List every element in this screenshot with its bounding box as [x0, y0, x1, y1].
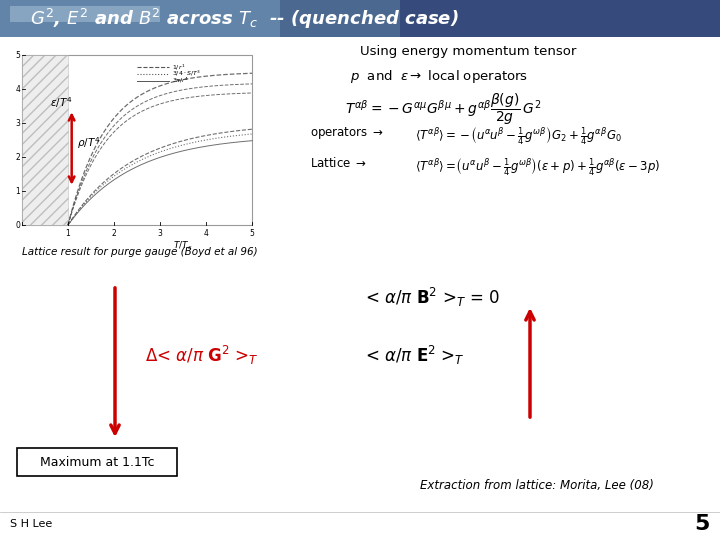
Text: < $\alpha/\pi$ $\mathbf{E}^2$ >$_T$: < $\alpha/\pi$ $\mathbf{E}^2$ >$_T$	[365, 343, 464, 367]
Text: $T^{\alpha\beta} = -G^{\alpha\mu}G^{\beta\mu} + g^{\alpha\beta}\dfrac{\beta(g)}{: $T^{\alpha\beta} = -G^{\alpha\mu}G^{\bet…	[345, 92, 541, 127]
Text: 3: 3	[158, 229, 163, 238]
Text: 5: 5	[15, 51, 20, 59]
Text: $\langle T^{\alpha\beta}\rangle = \!\left(u^\alpha u^\beta - \frac{1}{4}g^{\omeg: $\langle T^{\alpha\beta}\rangle = \!\lef…	[415, 156, 660, 177]
Text: 3: 3	[15, 118, 20, 127]
Text: $T/T_c$: $T/T_c$	[174, 239, 193, 252]
Text: 2: 2	[15, 152, 20, 161]
Text: Extraction from lattice: Morita, Lee (08): Extraction from lattice: Morita, Lee (08…	[420, 478, 654, 491]
Text: operators $\rightarrow$: operators $\rightarrow$	[310, 125, 384, 141]
Text: 4: 4	[15, 84, 20, 93]
Text: 1: 1	[66, 229, 71, 238]
Text: $p$  and  $\varepsilon \rightarrow$ local operators: $p$ and $\varepsilon \rightarrow$ local …	[350, 68, 528, 85]
Text: $3\pi/r^4$: $3\pi/r^4$	[172, 76, 189, 85]
Text: $\rho/T^4$: $\rho/T^4$	[77, 136, 100, 151]
Text: $G^2$, $E^2$ and $B^2$ across $T_c$  -- (quenched case): $G^2$, $E^2$ and $B^2$ across $T_c$ -- (…	[30, 7, 459, 31]
Text: $1/r^1$: $1/r^1$	[172, 62, 186, 71]
Text: 4: 4	[204, 229, 208, 238]
Text: $3/4\cdot S/T^3$: $3/4\cdot S/T^3$	[172, 69, 202, 78]
Bar	[0, 0, 280, 37]
Text: Lattice result for purge gauge (Boyd et al 96): Lattice result for purge gauge (Boyd et …	[22, 247, 258, 257]
Text: 5: 5	[250, 229, 254, 238]
Text: $\langle T^{\alpha\beta}\rangle = -\!\left(u^\alpha u^\beta - \frac{1}{4}g^{\ome: $\langle T^{\alpha\beta}\rangle = -\!\le…	[415, 125, 622, 146]
Bar	[0, 0, 720, 37]
Text: Maximum at 1.1Tc: Maximum at 1.1Tc	[40, 456, 154, 469]
Text: $\varepsilon/T^4$: $\varepsilon/T^4$	[50, 95, 73, 110]
Bar	[400, 0, 720, 37]
Bar	[22, 55, 68, 225]
Text: 5: 5	[695, 514, 710, 534]
Bar	[10, 6, 160, 22]
Text: 2: 2	[112, 229, 117, 238]
Text: Lattice $\rightarrow$: Lattice $\rightarrow$	[310, 156, 367, 170]
Text: 0: 0	[15, 220, 20, 230]
Bar	[22, 55, 252, 225]
Text: S H Lee: S H Lee	[10, 519, 53, 529]
FancyBboxPatch shape	[17, 448, 177, 476]
Text: < $\alpha/\pi$ $\mathbf{B}^2$ >$_T$ = 0: < $\alpha/\pi$ $\mathbf{B}^2$ >$_T$ = 0	[365, 286, 500, 308]
Text: $\Delta$< $\alpha/\pi$ $\mathbf{G}^2$ >$_T$: $\Delta$< $\alpha/\pi$ $\mathbf{G}^2$ >$…	[145, 343, 258, 367]
Text: Using energy momentum tensor: Using energy momentum tensor	[360, 45, 577, 58]
Text: 1: 1	[15, 186, 20, 195]
